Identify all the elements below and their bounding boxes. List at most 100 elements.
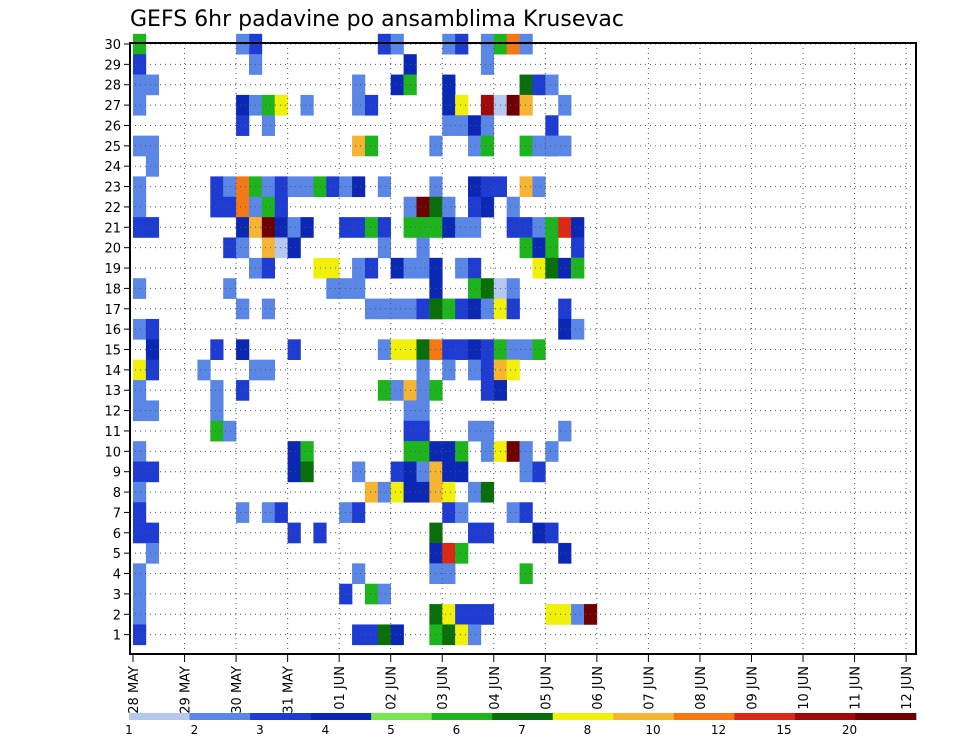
heatmap-cell	[377, 176, 392, 198]
heatmap-cell	[377, 33, 392, 55]
heatmap-cell	[377, 624, 392, 646]
heatmap-cell	[416, 339, 430, 360]
heatmap-cell	[545, 135, 559, 157]
heatmap-cell	[364, 217, 379, 238]
heatmap-cell	[274, 196, 288, 218]
heatmap-cell	[558, 217, 572, 238]
heatmap-cell	[133, 604, 147, 625]
heatmap-cell	[261, 196, 276, 218]
heatmap-cell	[558, 298, 572, 320]
heatmap-cell	[223, 237, 237, 259]
heatmap-cell	[300, 217, 314, 238]
x-tick-label: 12 JUN	[900, 666, 915, 710]
heatmap-cell	[416, 217, 430, 238]
heatmap-cell	[261, 94, 276, 116]
heatmap-cell	[236, 339, 250, 360]
x-tick-label: 03 JUN	[436, 666, 451, 710]
heatmap-cell	[558, 257, 572, 279]
heatmap-cell	[352, 502, 366, 523]
colorbar-swatch	[431, 713, 493, 720]
heatmap-cell	[326, 257, 340, 279]
heatmap-cell	[480, 135, 495, 157]
y-tick-label: 7	[113, 506, 121, 521]
heatmap-cell	[532, 176, 546, 198]
colorbar-label: 1	[125, 723, 133, 737]
heatmap-cell	[506, 33, 520, 55]
heatmap-cell	[416, 441, 430, 462]
heatmap-cell	[133, 583, 147, 605]
heatmap-cell	[261, 502, 276, 523]
heatmap-cell	[377, 217, 392, 238]
heatmap-cell	[416, 257, 430, 279]
colorbar-swatch	[371, 713, 432, 720]
x-tick-label: 07 JUN	[642, 666, 657, 710]
heatmap-cell	[442, 217, 456, 238]
heatmap-cell	[558, 94, 572, 116]
heatmap-cell	[480, 481, 495, 503]
colorbar-label: 7	[518, 723, 526, 737]
heatmap-cell	[145, 318, 160, 340]
y-tick-label: 1	[113, 629, 121, 644]
heatmap-cell	[390, 298, 404, 320]
y-tick-label: 21	[104, 221, 121, 236]
heatmap-cell	[506, 196, 520, 218]
heatmap-cell	[133, 380, 147, 401]
heatmap-cell	[468, 257, 482, 279]
heatmap-cell	[133, 481, 147, 503]
heatmap-cell	[133, 522, 147, 544]
heatmap-cell	[468, 278, 482, 299]
y-tick-label: 8	[113, 486, 121, 501]
colorbar-swatch	[250, 713, 311, 720]
heatmap-cell	[416, 461, 430, 483]
y-tick-label: 30	[104, 38, 121, 53]
heatmap-cell	[390, 74, 404, 96]
heatmap-cell	[558, 420, 572, 442]
y-tick-label: 23	[104, 181, 121, 196]
heatmap-cell	[532, 339, 546, 360]
heatmap-cell	[364, 135, 379, 157]
heatmap-cell	[145, 74, 160, 96]
heatmap-cell	[442, 461, 456, 483]
heatmap-cell	[274, 237, 288, 259]
heatmap-cell	[377, 481, 392, 503]
heatmap-cell	[480, 522, 495, 544]
heatmap-cell	[480, 339, 495, 360]
heatmap-cell	[287, 441, 301, 462]
heatmap-cell	[468, 196, 482, 218]
heatmap-cell	[210, 176, 224, 198]
heatmap-cell	[468, 604, 482, 625]
heatmap-cell	[442, 604, 456, 625]
heatmap-cell	[442, 359, 456, 381]
heatmap-cell	[455, 33, 469, 55]
heatmap-cell	[326, 278, 340, 299]
heatmap-cell	[326, 176, 340, 198]
x-tick-label: 08 JUN	[694, 666, 709, 710]
heatmap-cell	[480, 604, 495, 625]
heatmap-cell	[261, 115, 276, 136]
y-tick-label: 20	[104, 242, 121, 257]
heatmap-cell	[377, 298, 392, 320]
heatmap-cell	[442, 339, 456, 360]
heatmap-cell	[506, 502, 520, 523]
x-tick-label: 10 JUN	[797, 666, 812, 710]
heatmap-cell	[442, 481, 456, 503]
heatmap-cell	[300, 94, 314, 116]
heatmap-cell	[506, 441, 520, 462]
heatmap-cell	[519, 441, 533, 462]
x-tick-label: 04 JUN	[488, 666, 503, 710]
heatmap-cell	[133, 624, 147, 646]
heatmap-cell	[455, 339, 469, 360]
colorbar-swatch	[310, 713, 372, 720]
heatmap-cell	[274, 176, 288, 198]
heatmap-cell	[223, 278, 237, 299]
y-tick-label: 9	[113, 466, 121, 481]
heatmap-cell	[377, 339, 392, 360]
heatmap-cell	[300, 461, 314, 483]
heatmap-cell	[468, 359, 482, 381]
colorbar-label: 2	[191, 723, 199, 737]
heatmap-cell	[519, 135, 533, 157]
heatmap-cell	[442, 542, 456, 564]
heatmap-cell	[261, 176, 276, 198]
heatmap-cell	[442, 33, 456, 55]
